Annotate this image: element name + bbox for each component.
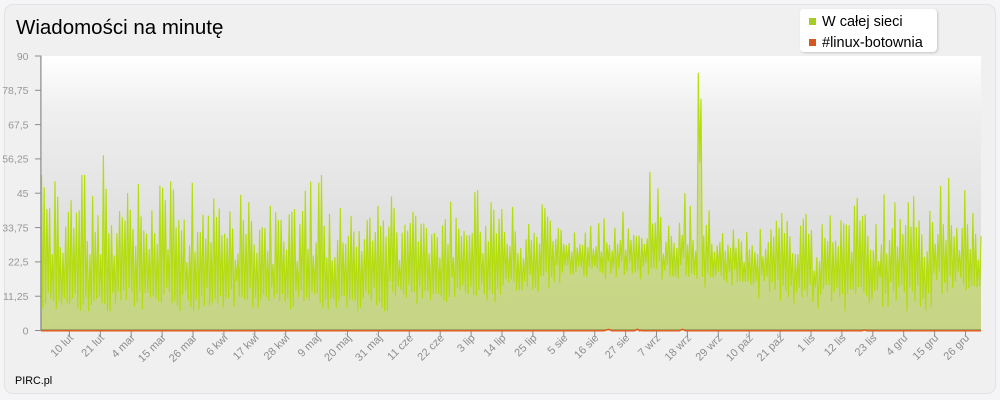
svg-text:1 lis: 1 lis — [795, 332, 818, 355]
svg-text:7 wrz: 7 wrz — [636, 332, 663, 359]
svg-text:45: 45 — [17, 188, 29, 200]
svg-text:27 sie: 27 sie — [603, 332, 632, 361]
svg-text:5 sie: 5 sie — [545, 332, 570, 357]
svg-text:20 maj: 20 maj — [322, 332, 354, 364]
svg-text:56,25: 56,25 — [2, 154, 28, 166]
svg-text:15 mar: 15 mar — [136, 332, 169, 365]
svg-text:26 mar: 26 mar — [167, 332, 200, 365]
svg-text:23 lis: 23 lis — [853, 332, 880, 359]
svg-text:21 paź: 21 paź — [755, 332, 787, 364]
svg-text:78,75: 78,75 — [2, 85, 28, 97]
svg-text:29 wrz: 29 wrz — [694, 332, 725, 363]
svg-text:11 cze: 11 cze — [385, 332, 416, 363]
svg-text:4 gru: 4 gru — [884, 332, 910, 358]
svg-text:11,25: 11,25 — [3, 291, 29, 303]
svg-text:28 kwi: 28 kwi — [262, 332, 293, 363]
svg-text:14 lip: 14 lip — [482, 332, 509, 359]
svg-text:6 kwi: 6 kwi — [204, 332, 230, 358]
svg-text:12 lis: 12 lis — [822, 332, 849, 359]
svg-text:22 cze: 22 cze — [415, 332, 446, 363]
svg-text:90: 90 — [17, 51, 29, 63]
svg-text:10 paź: 10 paź — [724, 332, 756, 364]
svg-text:9 maj: 9 maj — [296, 332, 324, 360]
svg-text:15 gru: 15 gru — [911, 332, 942, 363]
svg-text:33,75: 33,75 — [2, 222, 28, 234]
svg-text:25 lip: 25 lip — [512, 332, 539, 359]
svg-text:3 lip: 3 lip — [455, 332, 478, 355]
svg-text:18 wrz: 18 wrz — [663, 332, 694, 363]
svg-text:31 maj: 31 maj — [353, 332, 385, 364]
svg-text:0: 0 — [23, 325, 29, 337]
svg-text:10 lut: 10 lut — [48, 332, 76, 360]
svg-text:17 kwi: 17 kwi — [231, 332, 262, 363]
svg-text:21 lut: 21 lut — [79, 332, 107, 360]
svg-text:16 sie: 16 sie — [572, 332, 601, 361]
svg-text:4 mar: 4 mar — [109, 332, 138, 361]
svg-text:26 gru: 26 gru — [942, 332, 973, 363]
svg-text:22,5: 22,5 — [8, 257, 29, 269]
svg-text:67,5: 67,5 — [8, 119, 29, 131]
